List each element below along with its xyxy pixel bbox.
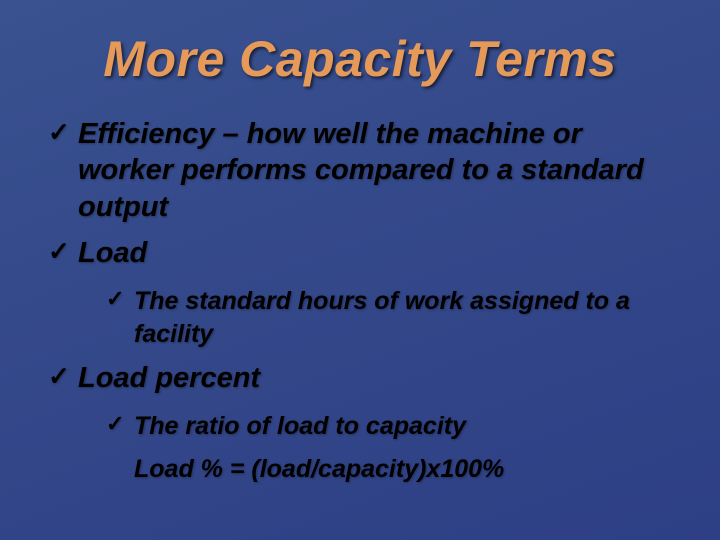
sub-bullet-text: The ratio of load to capacity: [134, 412, 466, 440]
sub-bullet-text: The standard hours of work assigned to a…: [134, 287, 630, 348]
slide-title: More Capacity Terms: [50, 30, 670, 88]
sub-bullet-list: The standard hours of work assigned to a…: [78, 285, 670, 350]
bullet-load-percent: Load percent The ratio of load to capaci…: [78, 360, 670, 485]
sub-bullet-list: The ratio of load to capacity Load % = (…: [78, 410, 670, 485]
sub-bullet-load-def: The standard hours of work assigned to a…: [134, 285, 670, 350]
bullet-load: Load The standard hours of work assigned…: [78, 235, 670, 350]
slide: More Capacity Terms Efficiency – how wel…: [0, 0, 720, 540]
bullet-list: Efficiency – how well the machine or wor…: [50, 116, 670, 485]
bullet-text: Efficiency – how well the machine or wor…: [78, 118, 644, 223]
bullet-efficiency: Efficiency – how well the machine or wor…: [78, 116, 670, 225]
sub-bullet-ratio: The ratio of load to capacity: [134, 410, 670, 443]
sub-bullet-formula: Load % = (load/capacity)x100%: [134, 453, 670, 486]
bullet-text: Load percent: [78, 362, 260, 394]
bullet-text: Load: [78, 237, 147, 269]
sub-bullet-text: Load % = (load/capacity)x100%: [134, 455, 504, 483]
